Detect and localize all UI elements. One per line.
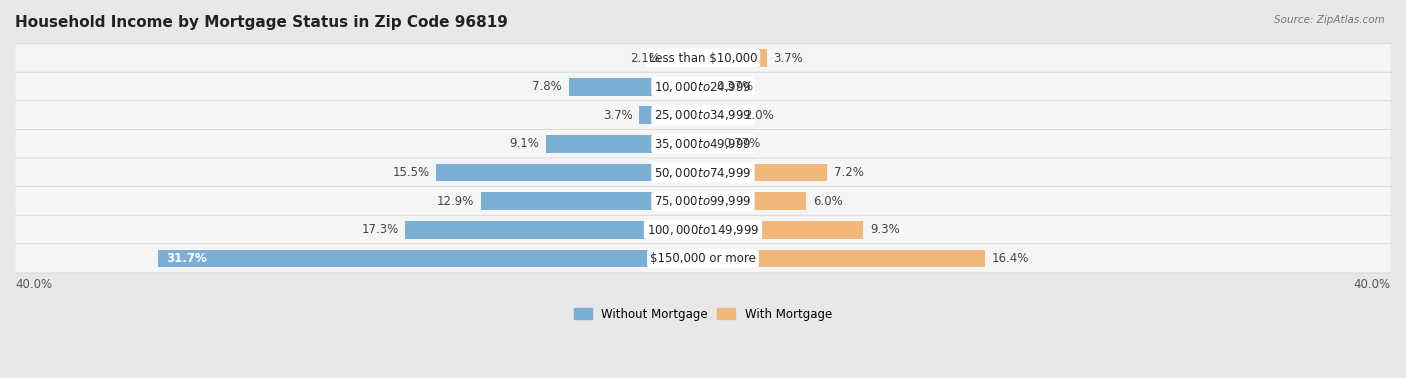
FancyBboxPatch shape (15, 43, 1391, 73)
Text: $10,000 to $24,999: $10,000 to $24,999 (654, 80, 752, 94)
Bar (666, 49, 703, 67)
Text: 0.37%: 0.37% (716, 80, 754, 93)
Text: $100,000 to $149,999: $100,000 to $149,999 (647, 223, 759, 237)
Text: $50,000 to $74,999: $50,000 to $74,999 (654, 166, 752, 180)
Text: $25,000 to $34,999: $25,000 to $34,999 (654, 108, 752, 122)
Bar (569, 78, 703, 96)
FancyBboxPatch shape (15, 101, 1391, 130)
Bar (703, 78, 710, 96)
Text: 17.3%: 17.3% (361, 223, 398, 236)
Bar (703, 164, 827, 181)
Text: 15.5%: 15.5% (392, 166, 429, 179)
FancyBboxPatch shape (15, 72, 1391, 101)
Bar (547, 135, 703, 153)
Text: $35,000 to $49,999: $35,000 to $49,999 (654, 137, 752, 151)
Text: 6.0%: 6.0% (813, 195, 842, 208)
Text: Less than $10,000: Less than $10,000 (648, 52, 758, 65)
Bar (703, 49, 766, 67)
Text: 0.77%: 0.77% (723, 138, 761, 150)
FancyBboxPatch shape (15, 215, 1391, 244)
Text: 40.0%: 40.0% (1354, 278, 1391, 291)
Text: 9.3%: 9.3% (870, 223, 900, 236)
Text: 9.1%: 9.1% (510, 138, 540, 150)
Text: 40.0%: 40.0% (15, 278, 52, 291)
Text: 7.2%: 7.2% (834, 166, 863, 179)
Bar (703, 192, 806, 210)
Bar (703, 249, 986, 267)
Bar (703, 221, 863, 239)
Text: $75,000 to $99,999: $75,000 to $99,999 (654, 194, 752, 208)
FancyBboxPatch shape (15, 244, 1391, 273)
Text: 7.8%: 7.8% (533, 80, 562, 93)
Text: 16.4%: 16.4% (993, 252, 1029, 265)
FancyBboxPatch shape (15, 187, 1391, 216)
Bar (405, 221, 703, 239)
Text: 31.7%: 31.7% (166, 252, 207, 265)
Text: 2.0%: 2.0% (744, 109, 775, 122)
Text: 12.9%: 12.9% (437, 195, 474, 208)
Bar (481, 192, 703, 210)
Text: 3.7%: 3.7% (773, 52, 803, 65)
Bar (640, 107, 703, 124)
Bar (157, 249, 703, 267)
FancyBboxPatch shape (15, 129, 1391, 158)
Bar (703, 135, 716, 153)
Text: 3.7%: 3.7% (603, 109, 633, 122)
Text: 2.1%: 2.1% (630, 52, 659, 65)
Text: Source: ZipAtlas.com: Source: ZipAtlas.com (1274, 15, 1385, 25)
Bar (703, 107, 737, 124)
Text: Household Income by Mortgage Status in Zip Code 96819: Household Income by Mortgage Status in Z… (15, 15, 508, 30)
Bar (436, 164, 703, 181)
FancyBboxPatch shape (15, 158, 1391, 187)
Legend: Without Mortgage, With Mortgage: Without Mortgage, With Mortgage (569, 303, 837, 325)
Text: $150,000 or more: $150,000 or more (650, 252, 756, 265)
